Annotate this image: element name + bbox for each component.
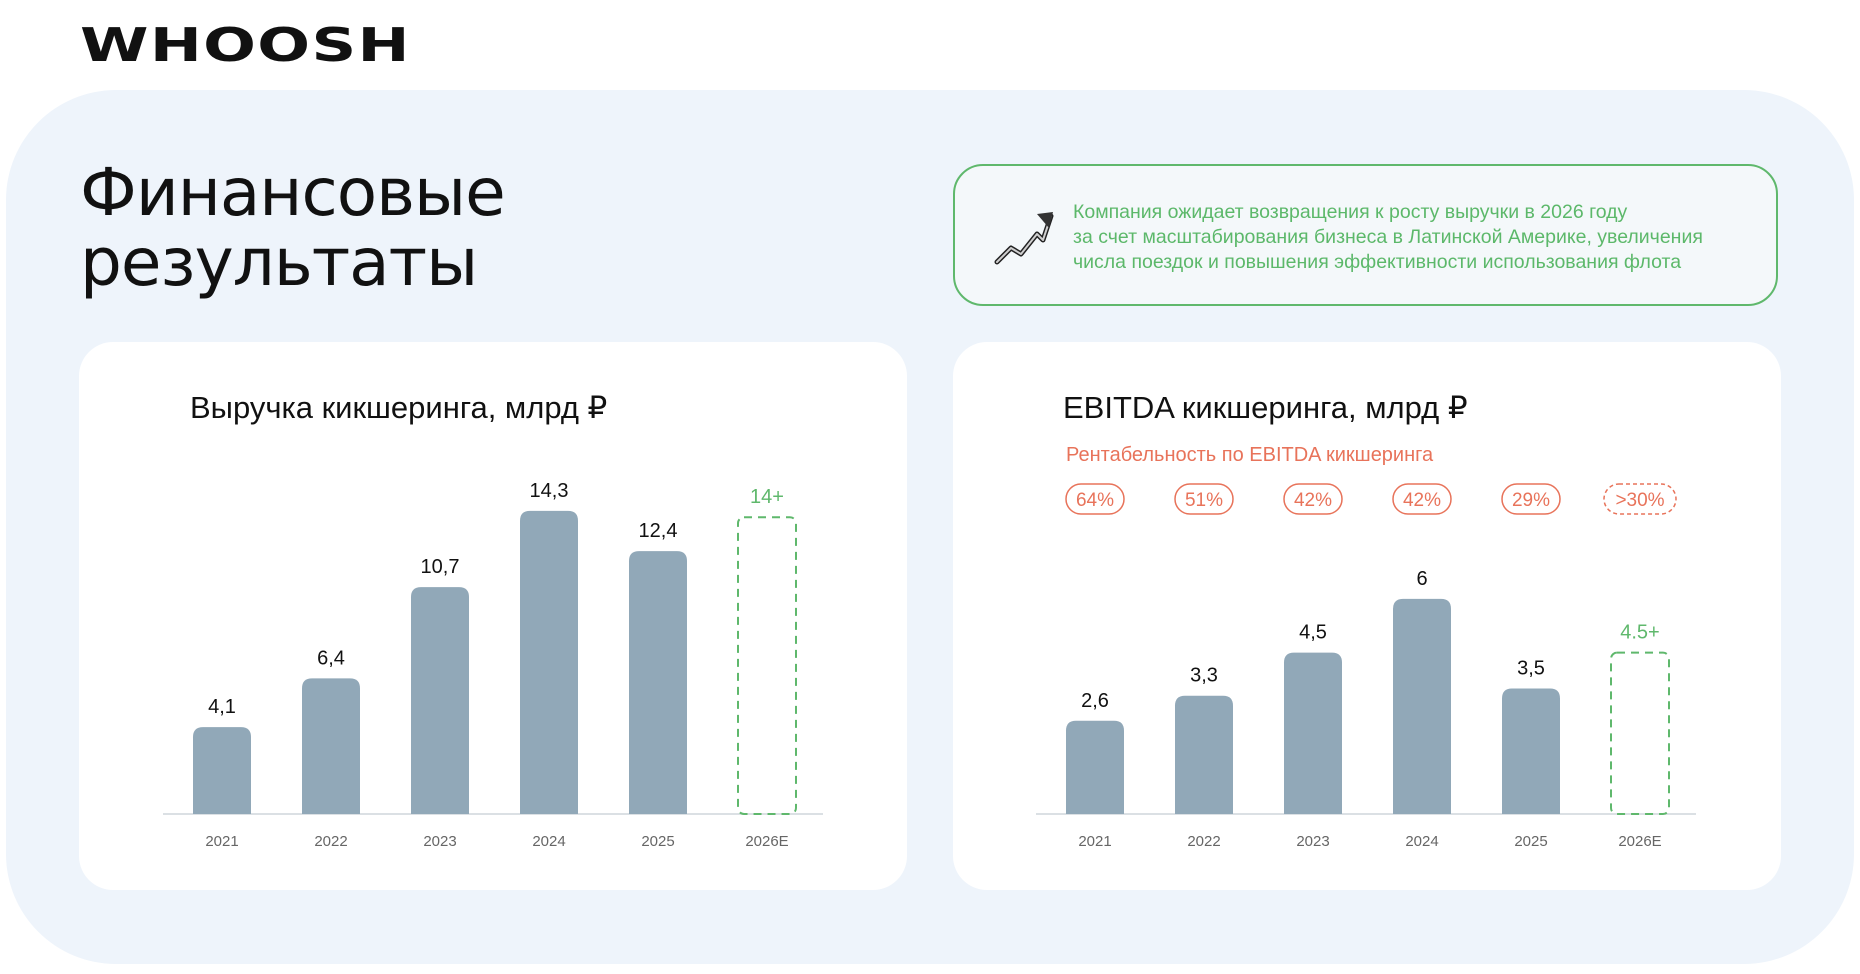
data-label: 4,1 — [208, 696, 236, 718]
trend-up-arrow-icon — [994, 212, 1054, 265]
margin-pill — [1392, 483, 1452, 515]
outlook-note: Компания ожидает возвращения к росту выр… — [953, 164, 1778, 306]
x-tick-label: 2025 — [641, 833, 674, 850]
x-tick-label: 2022 — [1187, 833, 1220, 850]
margin-pill — [1174, 483, 1234, 515]
ebitda-chart-card: EBITDA кикшеринга, млрд ₽ Рентабельность… — [953, 342, 1781, 890]
ebitda-chart: 2,6 2021 64% 3,3 2022 51% 4,5 2023 42% 6 2024 42% 3,… — [1036, 483, 1696, 850]
revenue-chart: 4,1 2021 6,4 2022 10,7 2023 14,3 2024 12,4 2025 14… — [163, 480, 823, 850]
outlook-text: Компания ожидает возвращения к росту выр… — [1073, 201, 1703, 273]
bar — [1175, 695, 1233, 814]
data-label: 2,6 — [1081, 690, 1109, 712]
x-tick-label: 2023 — [1296, 833, 1329, 850]
bar — [193, 727, 251, 814]
margin-pill — [1065, 483, 1125, 515]
margin-label: 51% — [1185, 490, 1223, 511]
x-tick-label: 2022 — [314, 833, 347, 850]
data-label: 3,3 — [1190, 665, 1218, 687]
margin-label: 42% — [1294, 490, 1332, 511]
forecast-bar — [737, 516, 797, 815]
data-label: 10,7 — [421, 556, 460, 578]
bar — [629, 551, 687, 814]
x-tick-label: 2026E — [745, 833, 788, 850]
data-label: 12,4 — [639, 520, 678, 542]
data-label: 3,5 — [1517, 658, 1545, 680]
revenue-chart-card: Выручка кикшеринга, млрд ₽ 4,1 2021 6,4 202… — [79, 342, 907, 890]
bar — [1393, 598, 1451, 814]
margin-pill — [1283, 483, 1343, 515]
x-tick-label: 2021 — [1078, 833, 1111, 850]
bar — [520, 510, 578, 814]
x-tick-label: 2024 — [532, 833, 565, 850]
data-label: 4.5+ — [1620, 622, 1659, 644]
margin-label: 64% — [1076, 490, 1114, 511]
ebitda-margin-subtitle: Рентабельность по EBITDA кикшеринга — [1066, 444, 1434, 466]
data-label: 14,3 — [530, 480, 569, 502]
margin-label: 42% — [1403, 490, 1441, 511]
bar — [1284, 652, 1342, 814]
margin-pill — [1501, 483, 1561, 515]
data-label: 6 — [1416, 568, 1427, 590]
bar — [1502, 688, 1560, 814]
data-label: 4,5 — [1299, 622, 1327, 644]
bar — [302, 678, 360, 814]
bar — [1066, 720, 1124, 814]
margin-label: 29% — [1512, 490, 1550, 511]
x-tick-label: 2024 — [1405, 833, 1438, 850]
ebitda-chart-title: EBITDA кикшеринга, млрд ₽ — [1063, 390, 1468, 425]
margin-pill — [1603, 483, 1677, 515]
data-label: 6,4 — [317, 647, 345, 669]
margin-label: >30% — [1615, 490, 1664, 511]
whoosh-logo: WHOOSH — [80, 18, 411, 72]
page-title: Финансовые результаты — [80, 154, 506, 301]
bar — [411, 587, 469, 814]
x-tick-label: 2025 — [1514, 833, 1547, 850]
x-tick-label: 2023 — [423, 833, 456, 850]
revenue-chart-title: Выручка кикшеринга, млрд ₽ — [190, 390, 608, 425]
x-tick-label: 2026E — [1618, 833, 1661, 850]
forecast-bar — [1610, 651, 1670, 815]
x-tick-label: 2021 — [205, 833, 238, 850]
data-label: 14+ — [750, 486, 784, 508]
